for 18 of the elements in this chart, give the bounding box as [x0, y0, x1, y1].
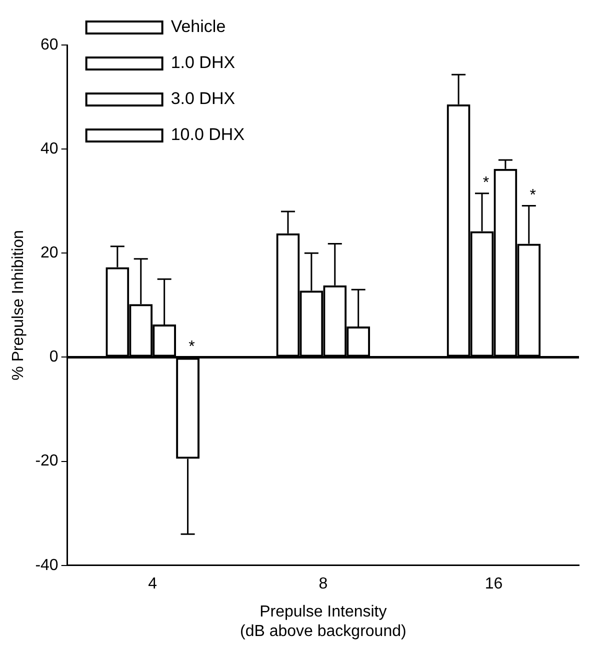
y-tick-label: -40 — [35, 556, 58, 574]
annotation: * — [530, 187, 536, 204]
legend-label: Vehicle — [170, 17, 226, 36]
y-axis-title: % Prepulse Inhibition — [10, 230, 28, 380]
x-tick-label: 16 — [484, 575, 503, 592]
y-tick-label: 0 — [49, 348, 58, 366]
y-tick-label: -20 — [35, 452, 58, 470]
annotation: * — [188, 338, 195, 356]
x-tick-label: 8 — [318, 575, 328, 592]
legend-label: 10.0 DHX — [170, 125, 245, 144]
annotation: * — [482, 174, 490, 192]
x-axis-title: Prepulse Intensity (dB above background) — [240, 604, 406, 640]
legend-label: 3.0 DHX — [170, 89, 236, 108]
y-tick-label: 60 — [40, 36, 58, 54]
y-tick-label: 40 — [40, 140, 58, 158]
x-tick-label: 4 — [148, 575, 158, 592]
y-tick-label: 20 — [40, 244, 58, 262]
legend-label: 1.0 DHX — [170, 53, 236, 72]
